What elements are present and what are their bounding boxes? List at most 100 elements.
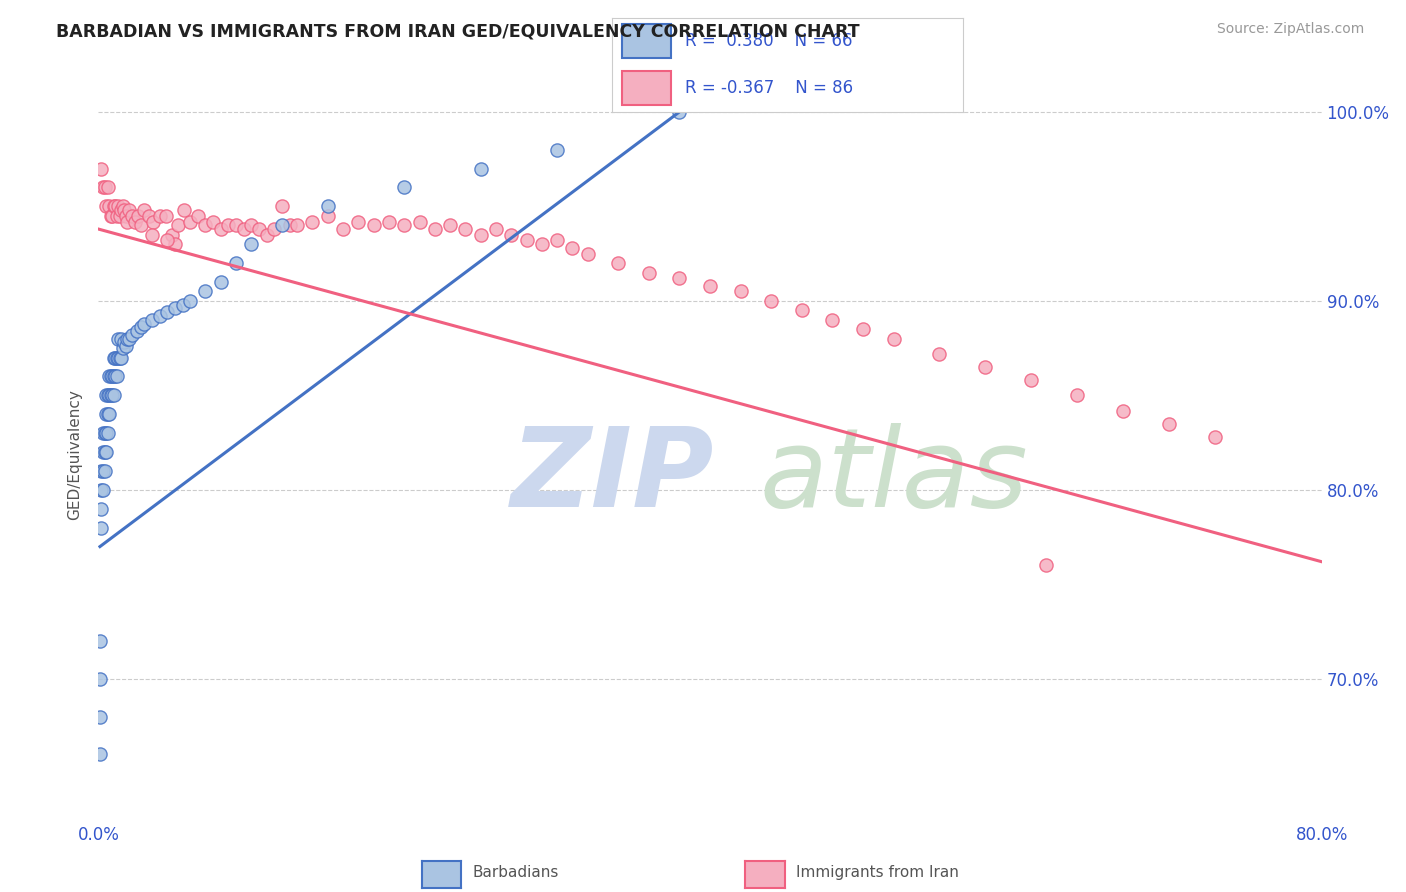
Point xyxy=(607,256,630,270)
Point xyxy=(91,445,114,459)
FancyBboxPatch shape xyxy=(621,71,672,105)
Point xyxy=(217,219,239,233)
Point xyxy=(94,407,117,421)
Point xyxy=(101,369,124,384)
Point xyxy=(883,332,905,346)
Point xyxy=(247,222,270,236)
Point xyxy=(173,203,195,218)
Point xyxy=(454,222,477,236)
Point xyxy=(378,214,401,228)
Point xyxy=(118,203,141,218)
Point xyxy=(100,209,122,223)
Point xyxy=(94,388,117,402)
Point xyxy=(392,219,416,233)
Point xyxy=(240,219,263,233)
Point xyxy=(93,464,115,478)
Text: R =  0.380    N = 66: R = 0.380 N = 66 xyxy=(686,32,853,50)
Point xyxy=(561,241,583,255)
Point xyxy=(332,222,354,236)
Y-axis label: GED/Equivalency: GED/Equivalency xyxy=(67,390,83,520)
FancyBboxPatch shape xyxy=(621,24,672,58)
Point xyxy=(124,214,146,228)
Point xyxy=(576,246,599,260)
Point xyxy=(1066,388,1088,402)
Point xyxy=(167,219,190,233)
Point xyxy=(117,214,139,228)
Point xyxy=(105,209,128,223)
Point xyxy=(347,214,370,228)
Point xyxy=(363,219,385,233)
Point xyxy=(112,203,135,218)
Point xyxy=(149,209,172,223)
Point xyxy=(89,672,111,686)
Point xyxy=(91,483,114,497)
Point xyxy=(90,483,112,497)
Point xyxy=(90,521,112,535)
Point xyxy=(91,464,114,478)
Point xyxy=(232,222,254,236)
Text: Immigrants from Iran: Immigrants from Iran xyxy=(796,865,959,880)
Point xyxy=(103,351,125,365)
Point xyxy=(90,161,112,176)
Point xyxy=(699,278,721,293)
Point xyxy=(101,388,124,402)
Point xyxy=(141,227,163,242)
Point xyxy=(423,222,446,236)
Point xyxy=(90,464,112,478)
Point xyxy=(91,180,114,194)
Point xyxy=(501,227,523,242)
Point xyxy=(89,709,111,723)
Point xyxy=(100,388,122,402)
Point xyxy=(270,219,292,233)
Point xyxy=(485,222,508,236)
Point xyxy=(91,426,114,441)
Point xyxy=(111,341,134,355)
Point xyxy=(125,324,148,338)
Point xyxy=(115,339,138,353)
Point xyxy=(90,501,112,516)
Point xyxy=(104,369,127,384)
Point xyxy=(637,266,661,280)
Text: BARBADIAN VS IMMIGRANTS FROM IRAN GED/EQUIVALENCY CORRELATION CHART: BARBADIAN VS IMMIGRANTS FROM IRAN GED/EQ… xyxy=(56,22,860,40)
Point xyxy=(163,301,186,316)
Point xyxy=(127,209,149,223)
Point xyxy=(93,445,115,459)
Point xyxy=(790,303,813,318)
Point xyxy=(94,199,117,213)
Point xyxy=(225,219,247,233)
Point xyxy=(172,298,194,312)
Point xyxy=(101,209,124,223)
Point xyxy=(93,180,115,194)
Point xyxy=(115,209,138,223)
Point xyxy=(225,256,247,270)
Point xyxy=(107,351,129,365)
Point xyxy=(138,209,160,223)
Point xyxy=(107,332,129,346)
Point xyxy=(97,426,120,441)
Point xyxy=(179,293,201,308)
Point xyxy=(470,227,492,242)
Point xyxy=(98,199,121,213)
Point xyxy=(142,214,165,228)
Point xyxy=(94,426,117,441)
Point xyxy=(668,271,690,285)
Text: R = -0.367    N = 86: R = -0.367 N = 86 xyxy=(686,79,853,97)
Point xyxy=(194,285,217,299)
Point xyxy=(129,219,152,233)
Point xyxy=(105,351,128,365)
Point xyxy=(156,305,179,319)
Point xyxy=(278,219,301,233)
Point xyxy=(202,214,225,228)
Point xyxy=(103,369,125,384)
Point xyxy=(408,214,430,228)
Point xyxy=(134,317,156,331)
Point xyxy=(928,347,950,361)
Point xyxy=(110,332,132,346)
Point xyxy=(156,234,179,248)
Point xyxy=(316,209,339,223)
Point xyxy=(160,227,183,242)
Point xyxy=(141,313,163,327)
Point xyxy=(852,322,875,336)
Point xyxy=(155,209,177,223)
Point xyxy=(179,214,201,228)
